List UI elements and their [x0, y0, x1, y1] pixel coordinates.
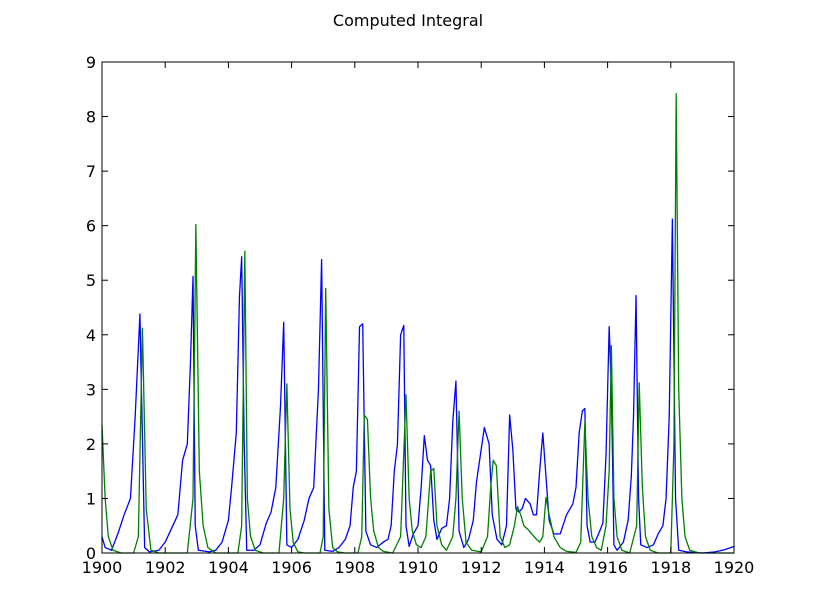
y-tick-label: 0: [86, 544, 96, 563]
y-tick-label: 5: [86, 271, 96, 290]
series-layer: [101, 92, 735, 554]
x-tick-label: 1908: [334, 558, 375, 577]
plot-area: 1900 1902 1904 1906 1908 1910 1912 1914 1916 1918…: [82, 53, 755, 577]
x-tick-label: 1912: [461, 558, 502, 577]
x-tick-label: 1914: [524, 558, 565, 577]
x-axis: 1900 1902 1904 1906 1908 1910 1912 1914 1916 1918…: [82, 62, 755, 577]
y-axis: 0 1 2 3 4 5 6 7 8 9: [86, 53, 734, 563]
x-tick-label: 1904: [208, 558, 249, 577]
x-tick-label: 1906: [271, 558, 312, 577]
x-tick-label: 1918: [650, 558, 691, 577]
y-tick-label: 1: [86, 489, 96, 508]
y-tick-label: 2: [86, 435, 96, 454]
y-tick-label: 4: [86, 326, 96, 345]
y-tick-label: 9: [86, 53, 96, 72]
series-line-1: [101, 218, 735, 554]
y-tick-label: 6: [86, 217, 96, 236]
x-tick-label: 1902: [145, 558, 186, 577]
x-tick-label: 1900: [82, 558, 123, 577]
series-line-2: [101, 92, 734, 554]
x-tick-label: 1920: [714, 558, 755, 577]
y-tick-label: 3: [86, 380, 96, 399]
x-tick-label: 1910: [398, 558, 439, 577]
chart-title: Computed Integral: [333, 11, 483, 30]
y-tick-label: 8: [86, 108, 96, 127]
y-tick-label: 7: [86, 162, 96, 181]
plot-background: [102, 62, 734, 553]
x-tick-label: 1916: [587, 558, 628, 577]
